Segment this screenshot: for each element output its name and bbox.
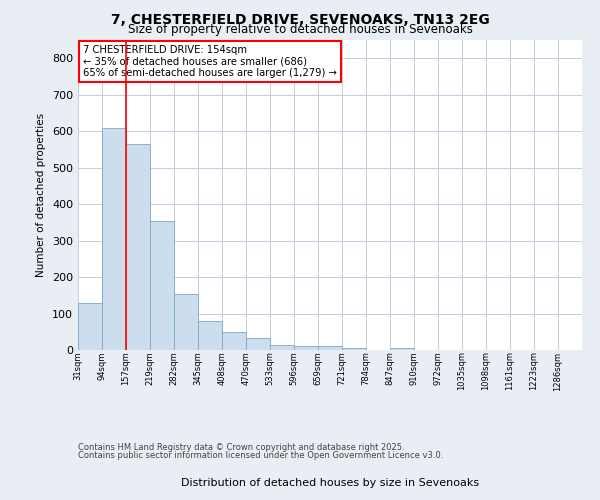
Text: Contains HM Land Registry data © Crown copyright and database right 2025.: Contains HM Land Registry data © Crown c…	[78, 442, 404, 452]
Bar	[102, 128, 126, 350]
Bar	[270, 344, 294, 350]
Bar	[222, 332, 246, 350]
Text: Distribution of detached houses by size in Sevenoaks: Distribution of detached houses by size …	[181, 478, 479, 488]
Text: Size of property relative to detached houses in Sevenoaks: Size of property relative to detached ho…	[128, 22, 472, 36]
Text: Contains public sector information licensed under the Open Government Licence v3: Contains public sector information licen…	[78, 451, 443, 460]
Bar	[174, 294, 198, 350]
Bar	[198, 321, 222, 350]
Bar	[390, 348, 414, 350]
Y-axis label: Number of detached properties: Number of detached properties	[37, 113, 46, 277]
Bar	[342, 348, 366, 350]
Text: 7, CHESTERFIELD DRIVE, SEVENOAKS, TN13 2EG: 7, CHESTERFIELD DRIVE, SEVENOAKS, TN13 2…	[110, 12, 490, 26]
Bar	[78, 302, 102, 350]
Bar	[246, 338, 270, 350]
Bar	[150, 220, 174, 350]
Bar	[126, 144, 150, 350]
Text: 7 CHESTERFIELD DRIVE: 154sqm
← 35% of detached houses are smaller (686)
65% of s: 7 CHESTERFIELD DRIVE: 154sqm ← 35% of de…	[83, 44, 337, 78]
Bar	[318, 346, 342, 350]
Bar	[294, 346, 318, 350]
